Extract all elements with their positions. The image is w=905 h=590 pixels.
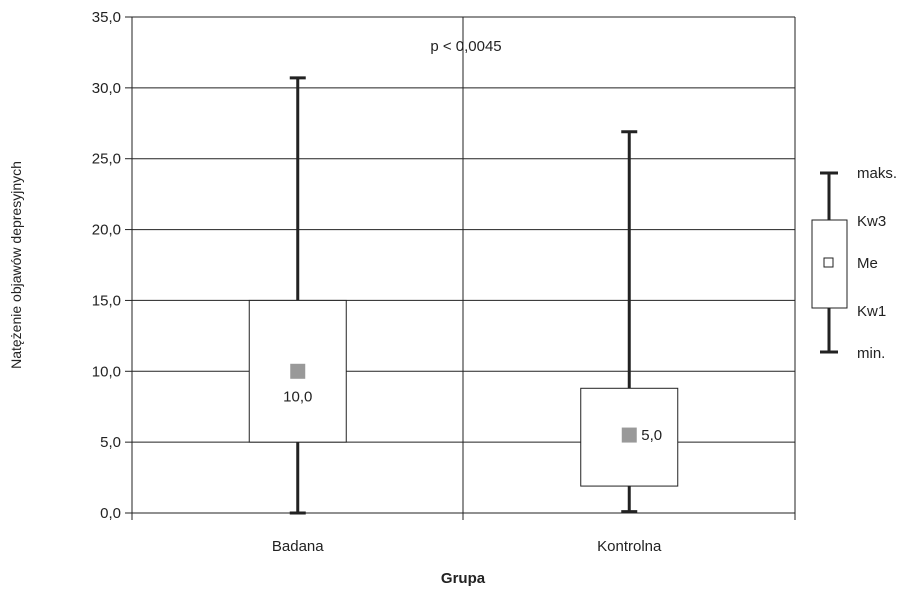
plot-frame xyxy=(131,17,796,520)
median-label: 5,0 xyxy=(641,427,662,444)
x-ticks: Badana Kontrolna xyxy=(131,513,796,555)
y-tick-label: 10,0 xyxy=(92,363,121,380)
y-ticks: 0,0 5,0 10,0 15,0 20,0 25,0 30,0 35,0 xyxy=(92,9,132,522)
y-tick-label: 35,0 xyxy=(92,9,121,26)
median-marker xyxy=(290,363,306,379)
y-tick-label: 20,0 xyxy=(92,222,121,239)
legend-label-max: maks. xyxy=(857,165,897,182)
y-tick-label: 15,0 xyxy=(92,292,121,309)
y-tick-label: 0,0 xyxy=(100,505,121,522)
y-tick-label: 25,0 xyxy=(92,151,121,168)
median-marker xyxy=(621,427,637,443)
x-tick-label: Kontrolna xyxy=(597,538,662,555)
legend-label-q3: Kw3 xyxy=(857,213,886,230)
median-label: 10,0 xyxy=(283,388,312,405)
y-tick-label: 30,0 xyxy=(92,80,121,97)
p-value-annotation: p < 0,0045 xyxy=(430,38,501,55)
y-tick-label: 5,0 xyxy=(100,434,121,451)
legend-label-q1: Kw1 xyxy=(857,303,886,320)
legend: maks. Kw3 Me Kw1 min. xyxy=(811,165,897,362)
x-tick-label: Badana xyxy=(272,538,324,555)
y-axis-title: Natężenie objawów depresyjnych xyxy=(8,161,24,369)
legend-median-marker xyxy=(823,257,834,268)
x-axis-title: Grupa xyxy=(441,570,486,587)
legend-label-median: Me xyxy=(857,255,878,272)
legend-label-min: min. xyxy=(857,345,885,362)
boxes: 10,0 5,0 xyxy=(248,76,679,515)
